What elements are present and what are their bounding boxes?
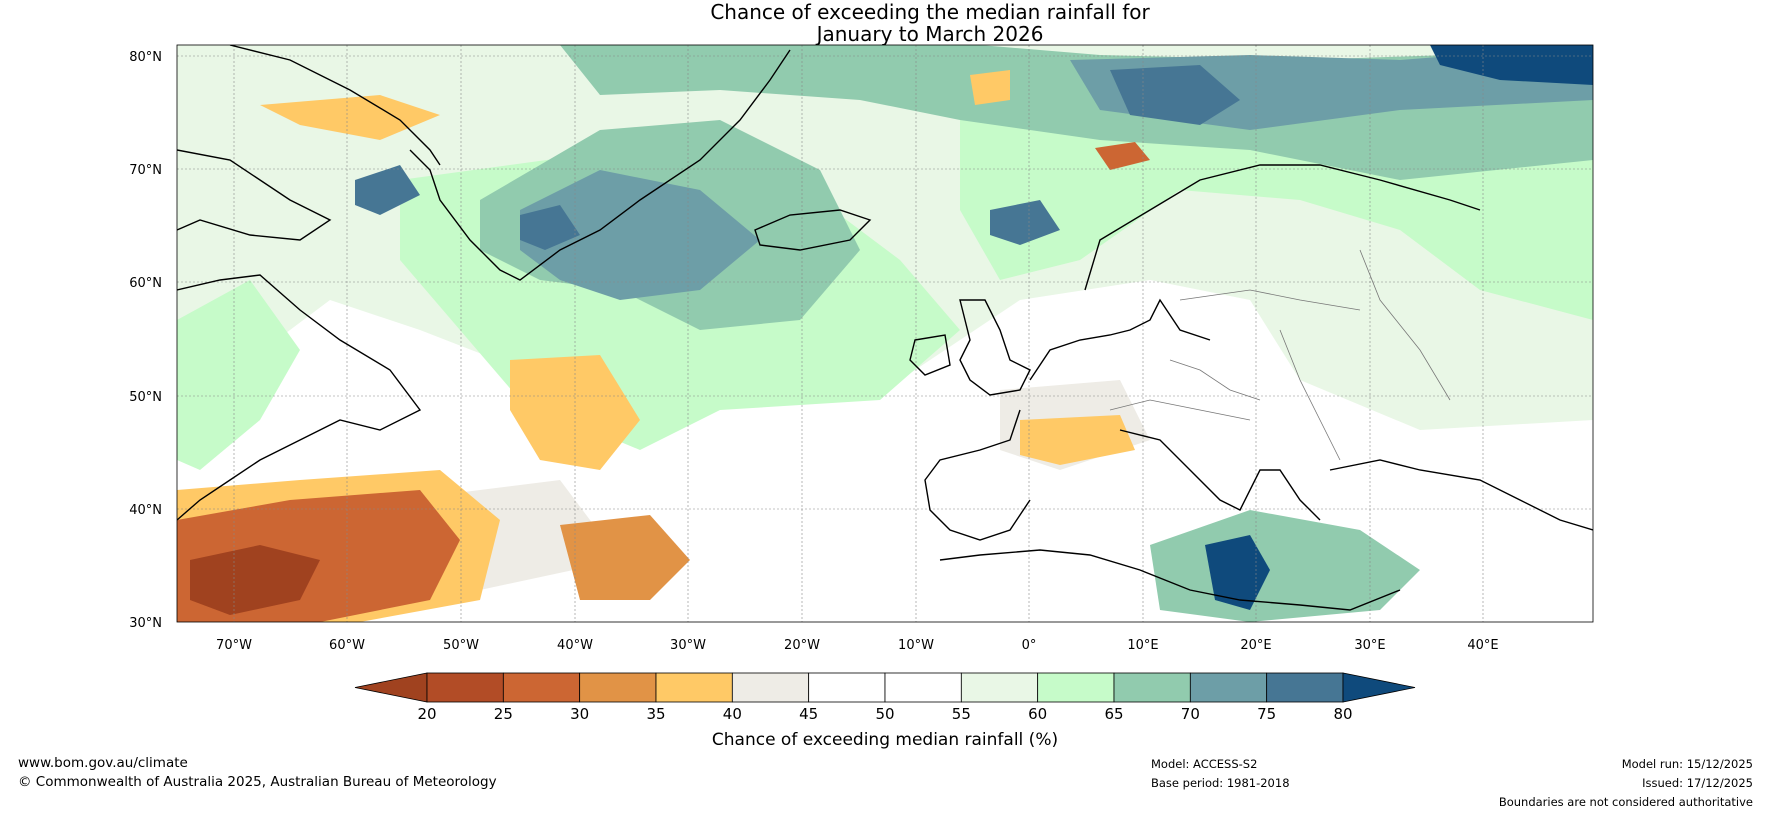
colorbar-tick-40: 40 [723,705,742,723]
lat-label-70n: 70°N [129,163,162,178]
coastline-italy-balkans [1119,429,1321,521]
coastline-greenland-west [229,45,441,166]
colorbar-segment-55-60 [960,672,1039,703]
lon-label-40w: 40°W [557,638,593,653]
colorbar-segment-30-35 [579,672,657,703]
colorbar-extend-high [1342,672,1416,703]
map-panel [177,45,1593,622]
colorbar-label: Chance of exceeding median rainfall (%) [712,730,1058,750]
map-frame [176,44,1594,623]
colorbar-segment-45-50 [808,672,886,703]
colorbar [354,672,1416,703]
map-title-line-1: Chance of exceeding the median rainfall … [710,0,1150,24]
coastline-labrador [177,274,422,521]
dark-teal-field-labrador-sea [520,170,760,300]
colorbar-segment-40-45 [731,672,810,703]
colorbar-tick-30: 30 [570,705,589,723]
colorbar-tick-80: 80 [1333,705,1352,723]
footer-disclaimer: Boundaries are not considered authoritat… [1498,795,1753,809]
green-band-labrador [177,280,300,470]
footer-base-period: Base period: 1981-2018 [1151,776,1290,790]
brown-field-sw-atlantic [190,545,320,615]
blue-field-baffin [355,165,420,215]
blue-field-barents [1110,65,1240,125]
lon-label-50w: 50°W [443,638,479,653]
colorbar-tick-labels: 20 25 30 35 40 45 50 55 60 65 70 75 80 [417,705,1352,723]
colorbar-tick-50: 50 [875,705,894,723]
colorbar-segment-70-75 [1189,672,1268,703]
coastline-europe-atlantic [1029,298,1211,381]
probability-fields [177,45,1593,622]
blue-field-north-sea-west [990,200,1060,245]
colorbar-tick-25: 25 [494,705,513,723]
lon-label-70w: 70°W [216,638,252,653]
footer-copyright: © Commonwealth of Australia 2025, Austra… [18,774,497,790]
coastline-ireland [909,334,951,376]
orange-field-canary [560,515,690,600]
colorbar-segment-60-65 [1037,672,1115,703]
lon-label-30e: 30°E [1354,638,1385,653]
coastline-north-africa [939,549,1401,611]
orange-field-greenland [260,95,440,140]
lon-label-10w: 10°W [898,638,934,653]
longitude-labels: 70°W 60°W 50°W 40°W 30°W 20°W 10°W 0° 10… [216,638,1499,653]
orange-field-iceland-north [970,70,1010,105]
colorbar-segment-35-40 [655,672,733,703]
lat-label-60n: 60°N [129,276,162,291]
lon-label-10e: 10°E [1127,638,1158,653]
coastline-black-sea-turkey [1329,459,1593,531]
colorbar-tick-60: 60 [1028,705,1047,723]
colorbar-tick-65: 65 [1104,705,1123,723]
coastline-scandinavia [1084,164,1481,291]
colorbar-segment-65-70 [1113,672,1191,703]
coastlines [177,45,1593,611]
red-spot-norwegian-sea [1095,142,1150,170]
colorbar-segment-25-30 [502,672,581,703]
colorbar-tick-55: 55 [952,705,971,723]
colorbar-segment-20-25 [426,672,504,703]
lon-label-30w: 30°W [670,638,706,653]
colorbar-tick-45: 45 [799,705,818,723]
lon-label-60w: 60°W [329,638,365,653]
lat-label-40n: 40°N [129,503,162,518]
blue-field-east-med [1205,535,1270,610]
latitude-labels: 80°N 70°N 60°N 50°N 40°N 30°N [129,50,162,631]
lat-label-50n: 50°N [129,390,162,405]
orange-field-france [1020,415,1135,465]
lon-label-20w: 20°W [784,638,820,653]
coastline-greenland [409,49,791,281]
colorbar-tick-75: 75 [1257,705,1276,723]
coastline-uk [959,299,1031,396]
blue-field-arctic-corner [1430,45,1593,85]
colorbar-segment-75-80 [1266,672,1344,703]
lon-label-0: 0° [1022,638,1037,653]
footer-model: Model: ACCESS-S2 [1151,757,1258,771]
colorbar-tick-35: 35 [646,705,665,723]
coastline-iberia [924,409,1031,541]
lon-label-20e: 20°E [1240,638,1271,653]
footer-issued: Issued: 17/12/2025 [1642,776,1753,790]
lat-label-80n: 80°N [129,50,162,65]
map-gridlines [177,45,1593,622]
orange-field-atlantic-mid [510,355,640,470]
footer-model-run: Model run: 15/12/2025 [1621,757,1753,771]
map-title-line-2: January to March 2026 [816,22,1044,46]
blue-field-greenland-east [520,205,580,250]
lon-label-40e: 40°E [1467,638,1498,653]
colorbar-segment-50-55 [884,672,962,703]
lat-label-30n: 30°N [129,616,162,631]
colorbar-tick-70: 70 [1181,705,1200,723]
colorbar-tick-20: 20 [417,705,436,723]
footer-url: www.bom.gov.au/climate [18,755,188,771]
colorbar-extend-low [354,672,428,703]
country-borders [1109,249,1451,461]
coastline-baffin [177,149,332,241]
coastline-iceland [754,209,872,251]
